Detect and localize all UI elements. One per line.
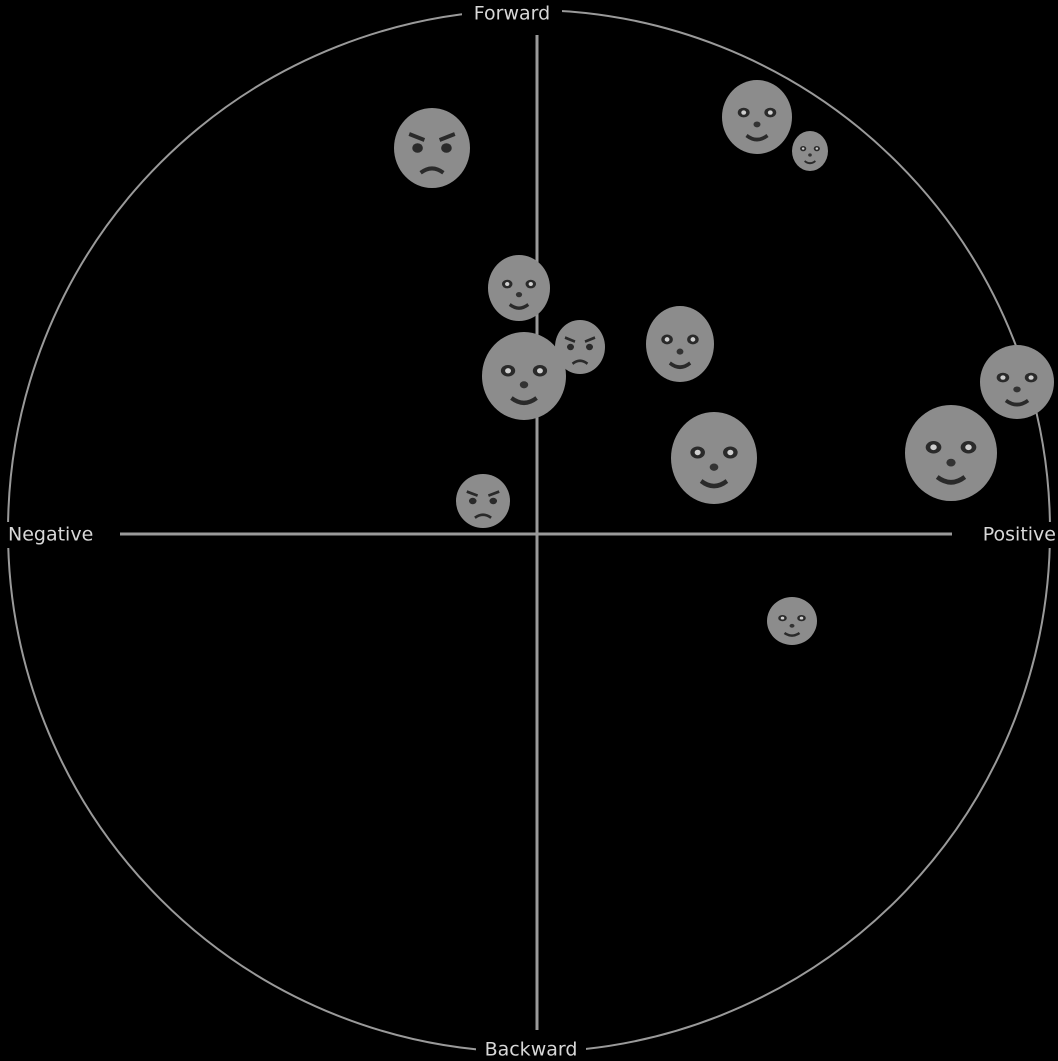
face-icon — [905, 405, 997, 501]
face-icon — [486, 253, 552, 323]
face-icon — [978, 343, 1056, 421]
faces — [394, 78, 1056, 647]
face-icon — [671, 412, 757, 504]
boundary-circle — [7, 9, 1051, 1053]
positive-label: Positive — [983, 524, 1056, 546]
forward-label: Forward — [474, 3, 550, 25]
label-backdrop — [4, 522, 108, 548]
face-icon — [456, 474, 510, 528]
face-icon — [765, 595, 819, 647]
label-backdrop — [476, 1038, 586, 1061]
negative-label: Negative — [8, 524, 93, 546]
face-icon — [482, 332, 566, 420]
face-icon — [720, 78, 794, 156]
face-icon — [791, 130, 829, 172]
face-icon — [394, 108, 470, 188]
backward-label: Backward — [485, 1039, 578, 1061]
face-icon — [644, 304, 716, 384]
label-backdrop — [462, 2, 562, 26]
label-backdrop — [972, 522, 1058, 548]
